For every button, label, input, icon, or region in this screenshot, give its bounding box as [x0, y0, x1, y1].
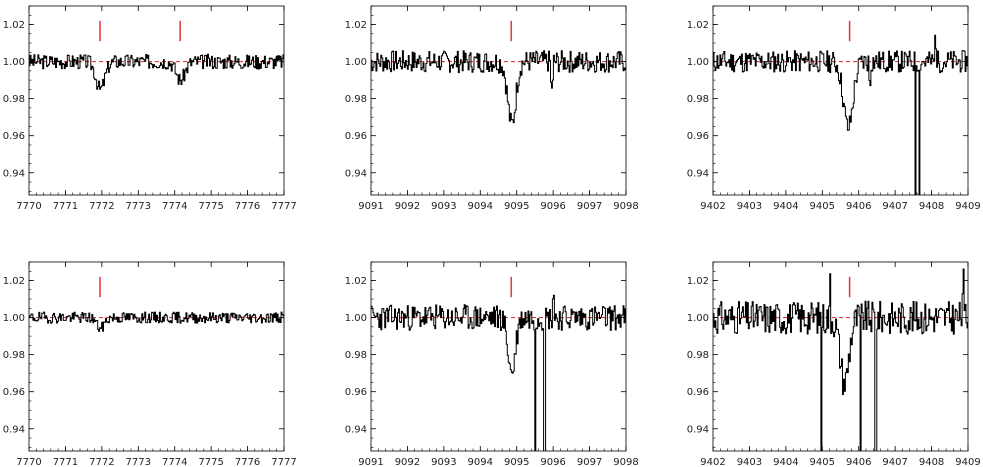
spectrum-panel: 9402 9403 9404 9405 9406 9407 9408 9409 0.94 0.96…	[687, 261, 981, 467]
x-tick-label: 7777	[271, 457, 296, 467]
x-tick-label: 9405	[810, 201, 835, 212]
y-tick-label: 0.98	[345, 350, 367, 361]
y-tick-label: 1.00	[687, 313, 709, 324]
y-tick-label: 1.02	[687, 20, 709, 31]
y-tick-label: 0.94	[345, 168, 367, 179]
y-tick-label: 0.96	[3, 131, 25, 142]
x-tick-label: 7770	[16, 201, 41, 212]
y-tick-label: 1.02	[345, 276, 367, 287]
x-tick-label: 7777	[271, 201, 296, 212]
spectrum-panel: 7770 7771 7772 7773 7774 7775 7776 7777 0.94 0.96…	[3, 5, 297, 212]
x-tick-label: 9407	[882, 457, 907, 467]
x-tick-label: 7774	[162, 201, 187, 212]
y-tick-label: 0.94	[3, 424, 25, 435]
y-tick-label: 0.94	[3, 168, 25, 179]
y-tick-label: 0.96	[687, 387, 709, 398]
y-tick-label: 1.02	[687, 276, 709, 287]
x-tick-label: 9098	[613, 457, 638, 467]
spectrum-panel: 7770 7771 7772 7773 7774 7775 7776 7777 0.94 0.96…	[3, 261, 297, 467]
spectrum-panel: 9091 9092 9093 9094 9095 9096 9097 9098 0.94 0.96…	[345, 261, 639, 467]
x-tick-label: 9093	[431, 201, 456, 212]
x-tick-label: 7775	[198, 457, 223, 467]
x-tick-label: 7776	[235, 457, 260, 467]
y-tick-label: 0.98	[687, 94, 709, 105]
x-tick-label: 7772	[89, 457, 114, 467]
x-tick-label: 9091	[358, 201, 383, 212]
x-tick-label: 9408	[919, 201, 944, 212]
plot-frame	[28, 261, 285, 452]
x-tick-label: 9096	[540, 201, 565, 212]
x-tick-label: 9407	[882, 201, 907, 212]
x-tick-label: 9092	[395, 457, 420, 467]
x-tick-label: 9403	[737, 457, 762, 467]
y-tick-label: 1.00	[687, 57, 709, 68]
x-tick-label: 9406	[846, 201, 871, 212]
x-tick-label: 7775	[198, 201, 223, 212]
y-tick-label: 1.02	[345, 20, 367, 31]
y-tick-label: 1.00	[345, 313, 367, 324]
x-tick-label: 7776	[235, 201, 260, 212]
x-tick-label: 9409	[955, 457, 980, 467]
plot-frame	[712, 5, 969, 196]
x-tick-label: 7770	[16, 457, 41, 467]
x-tick-label: 9405	[810, 457, 835, 467]
plot-frame	[28, 5, 285, 196]
x-tick-label: 9093	[431, 457, 456, 467]
spectrum-panel: 9402 9403 9404 9405 9406 9407 9408 9409 0.94 0.96…	[687, 5, 981, 212]
x-tick-label: 9094	[468, 457, 493, 467]
spectrum-line	[371, 50, 626, 124]
plot-frame	[712, 261, 969, 452]
x-tick-label: 9095	[504, 457, 529, 467]
y-tick-label: 0.98	[687, 350, 709, 361]
x-tick-label: 9098	[613, 201, 638, 212]
y-tick-label: 0.96	[3, 387, 25, 398]
x-tick-label: 7773	[126, 201, 151, 212]
x-tick-label: 9402	[700, 457, 725, 467]
x-tick-label: 9096	[540, 457, 565, 467]
y-tick-label: 1.02	[3, 276, 25, 287]
y-tick-label: 1.02	[3, 20, 25, 31]
x-tick-label: 9409	[955, 201, 980, 212]
x-tick-label: 7771	[53, 201, 78, 212]
x-tick-label: 9097	[577, 457, 602, 467]
spectrum-line	[713, 34, 968, 195]
spectrum-line	[371, 294, 626, 451]
x-tick-label: 9095	[504, 201, 529, 212]
y-tick-label: 0.98	[345, 94, 367, 105]
y-tick-label: 0.96	[687, 131, 709, 142]
x-tick-label: 9402	[700, 201, 725, 212]
x-tick-label: 9097	[577, 201, 602, 212]
y-tick-label: 0.98	[3, 94, 25, 105]
x-tick-label: 7774	[162, 457, 187, 467]
spectrum-line	[29, 311, 284, 332]
x-tick-label: 7771	[53, 457, 78, 467]
x-tick-label: 9403	[737, 201, 762, 212]
x-tick-label: 7772	[89, 201, 114, 212]
y-tick-label: 1.00	[3, 57, 25, 68]
y-tick-label: 0.94	[687, 168, 709, 179]
x-tick-label: 9404	[773, 457, 798, 467]
x-tick-label: 9406	[846, 457, 871, 467]
y-tick-label: 0.98	[3, 350, 25, 361]
x-tick-label: 9091	[358, 457, 383, 467]
spectrum-line	[713, 268, 968, 451]
y-tick-label: 0.96	[345, 387, 367, 398]
plot-frame	[370, 5, 627, 196]
y-tick-label: 1.00	[3, 313, 25, 324]
x-tick-label: 9408	[919, 457, 944, 467]
y-tick-label: 1.00	[345, 57, 367, 68]
plot-frame	[370, 261, 627, 452]
spectrum-panel: 9091 9092 9093 9094 9095 9096 9097 9098 0.94 0.96…	[345, 5, 639, 212]
x-tick-label: 9404	[773, 201, 798, 212]
spectrum-line	[29, 53, 284, 90]
x-tick-label: 9092	[395, 201, 420, 212]
y-tick-label: 0.94	[345, 424, 367, 435]
x-tick-label: 9094	[468, 201, 493, 212]
x-tick-label: 7773	[126, 457, 151, 467]
y-tick-label: 0.96	[345, 131, 367, 142]
y-tick-label: 0.94	[687, 424, 709, 435]
